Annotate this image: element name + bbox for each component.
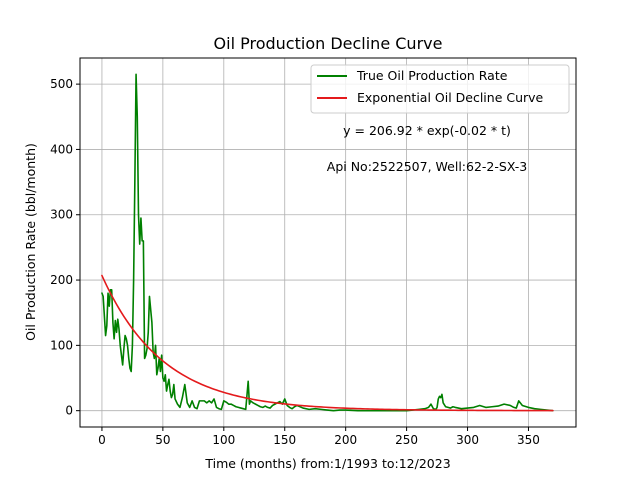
- plot-frame: [79, 57, 577, 428]
- y-tick-label: 400: [50, 142, 73, 156]
- x-tick-label: 250: [395, 433, 418, 447]
- x-axis: 0 50 100 150 200 250 300 350: [98, 427, 540, 447]
- legend-label-decline-curve: Exponential Oil Decline Curve: [357, 90, 544, 105]
- x-tick-label: 0: [98, 433, 106, 447]
- plot-area: [79, 57, 577, 428]
- y-axis: 0 100 200 300 400 500: [50, 77, 80, 418]
- x-axis-label: Time (months) from:1/1993 to:12/2023: [204, 456, 450, 471]
- x-tick-label: 300: [456, 433, 479, 447]
- x-tick-label: 150: [273, 433, 296, 447]
- legend: True Oil Production Rate Exponential Oil…: [310, 64, 570, 114]
- y-tick-label: 300: [50, 208, 73, 222]
- x-tick-label: 50: [155, 433, 170, 447]
- x-tick-label: 100: [212, 433, 235, 447]
- true-rate-line: [101, 73, 554, 412]
- chart-title: Oil Production Decline Curve: [214, 34, 443, 53]
- legend-label-true-rate: True Oil Production Rate: [356, 68, 508, 83]
- y-axis-label: Oil Production Rate (bbl/month): [23, 143, 38, 341]
- annotations: y = 206.92 * exp(-0.02 * t) Api No:25225…: [327, 123, 527, 174]
- legend-box: [310, 64, 570, 114]
- x-tick-label: 200: [334, 433, 357, 447]
- y-tick-label: 100: [50, 338, 73, 352]
- series-layer: [101, 73, 554, 412]
- y-tick-label: 200: [50, 273, 73, 287]
- decline-curve-line: [101, 274, 554, 412]
- equation-annotation: y = 206.92 * exp(-0.02 * t): [343, 123, 511, 138]
- y-tick-label: 0: [65, 404, 73, 418]
- x-tick-label: 350: [517, 433, 540, 447]
- well-annotation: Api No:2522507, Well:62-2-SX-3: [327, 159, 527, 174]
- y-tick-label: 500: [50, 77, 73, 91]
